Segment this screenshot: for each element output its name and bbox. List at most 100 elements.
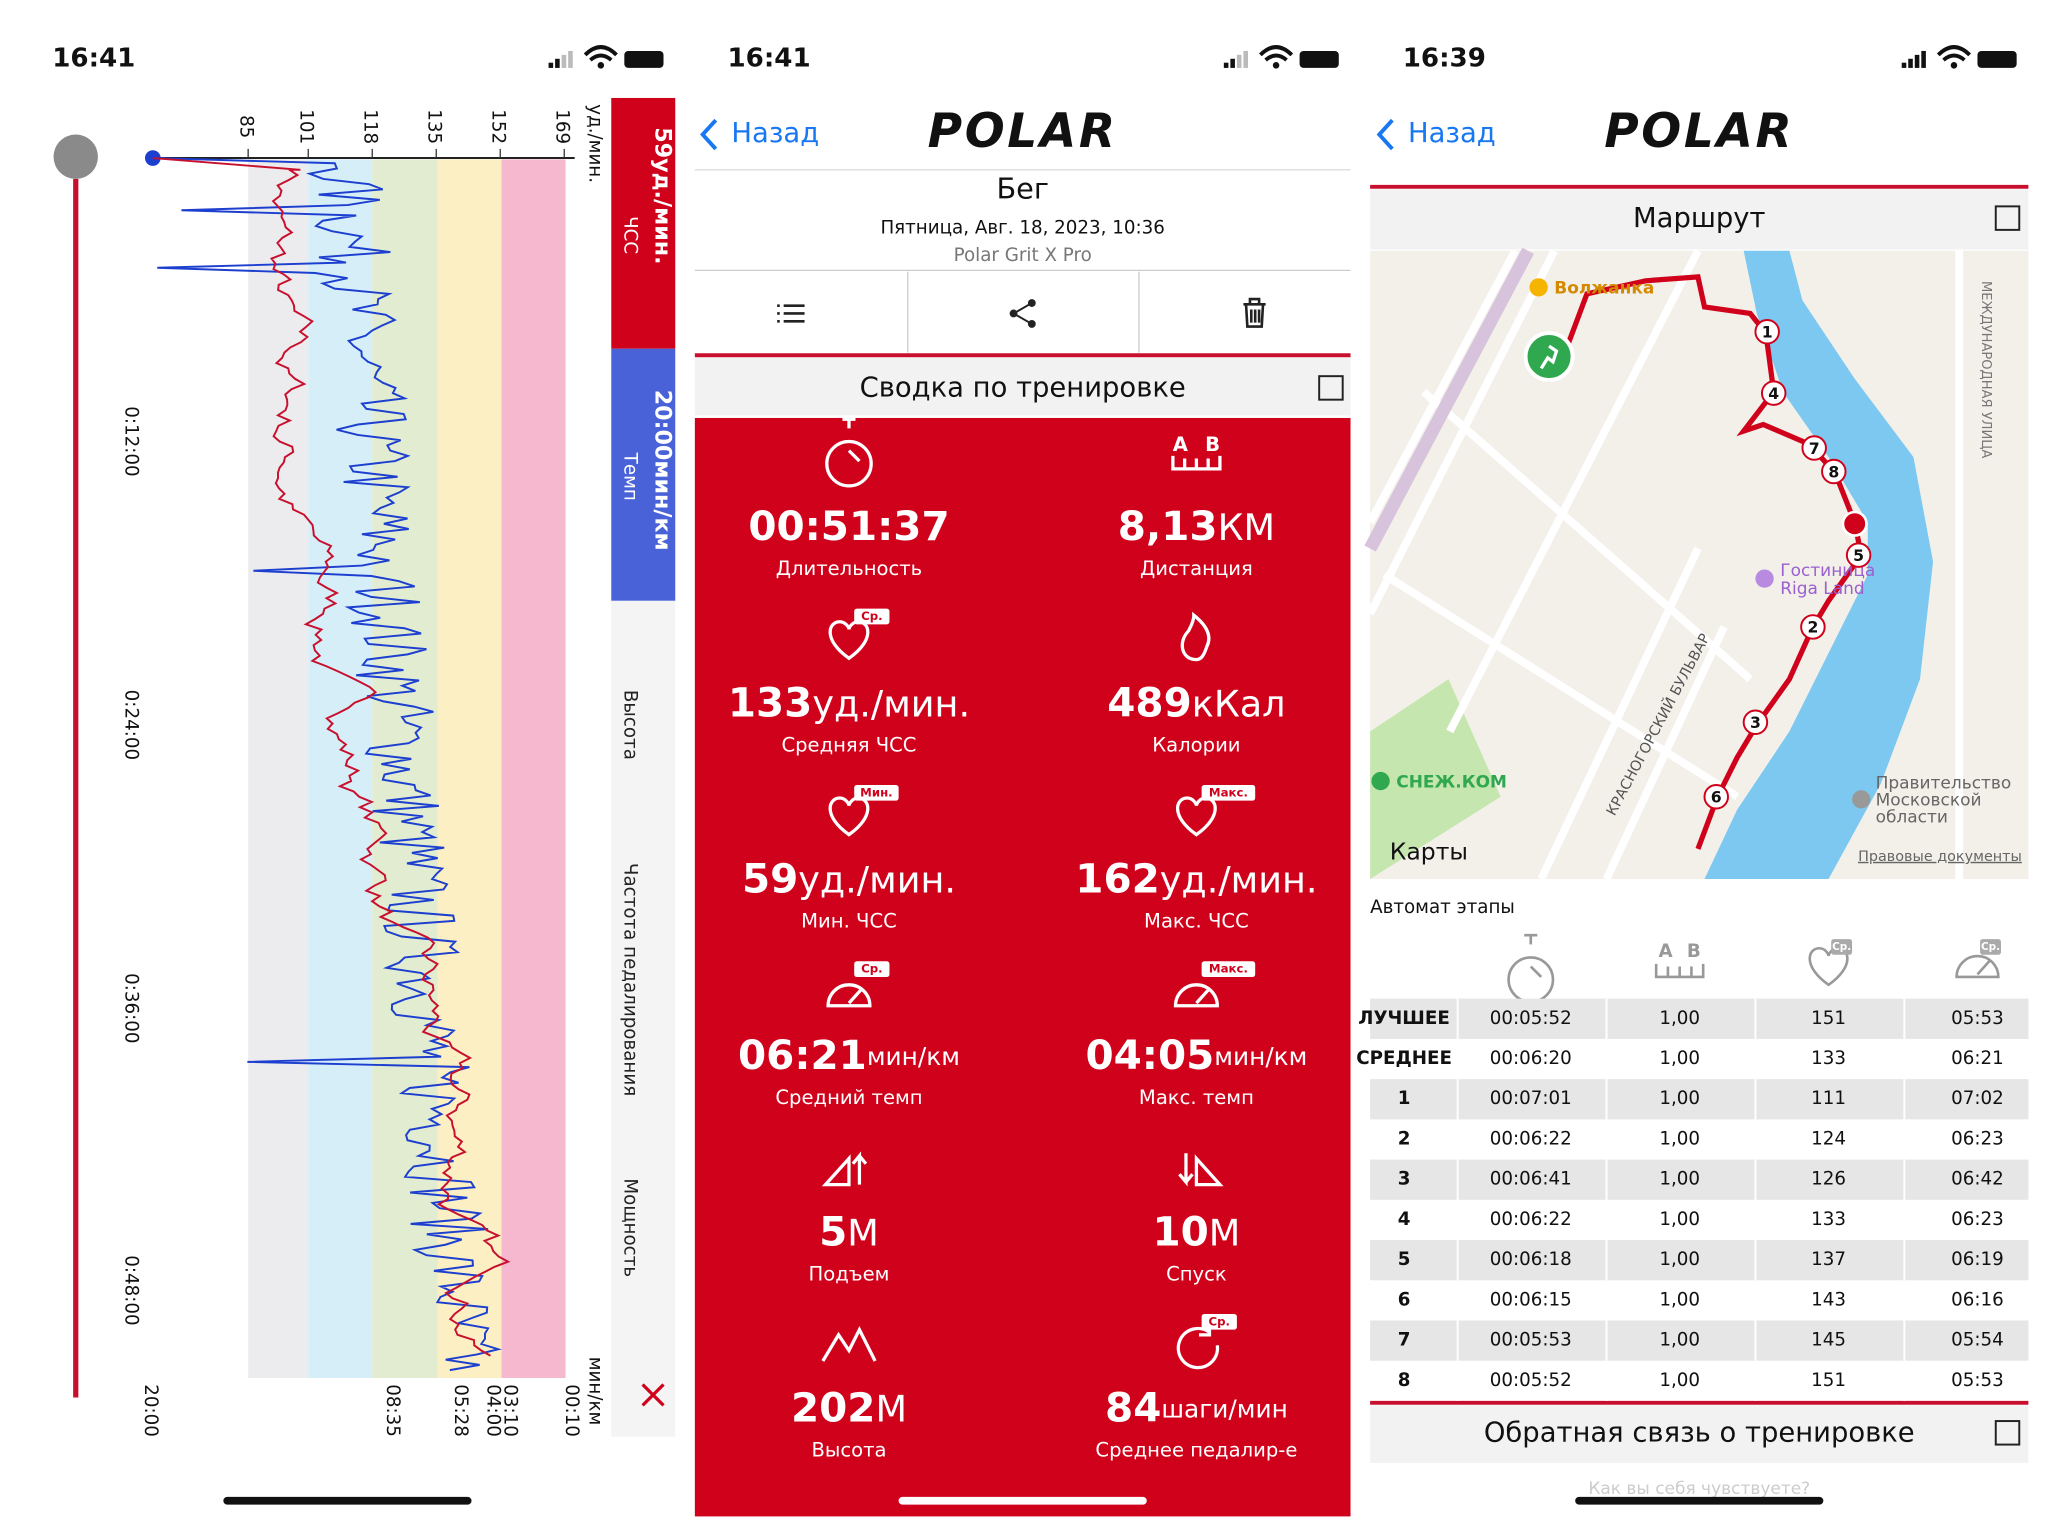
tab-label[interactable]: Высота (620, 690, 641, 760)
tab-label[interactable]: Частота педалирования (620, 863, 641, 1096)
stat-value: 59уд./мин. (742, 855, 956, 903)
back-button[interactable]: Назад (1408, 118, 1496, 149)
tab-hr[interactable] (611, 97, 676, 349)
pace-unit: мин/км (584, 1357, 605, 1426)
lap-row-bg (1370, 1240, 2029, 1281)
map-label: Волжанка (1554, 279, 1654, 299)
delete-icon[interactable] (1243, 297, 1266, 328)
stat-unit: уд./мин. (812, 682, 970, 725)
stat-value: 489кКал (1107, 678, 1285, 726)
lap-marker (1801, 435, 1827, 461)
summary-export-icon[interactable] (1994, 205, 2021, 231)
tab-label[interactable]: ЧСС (620, 216, 641, 254)
laps-badge: A B (1659, 941, 1701, 962)
back-chevron[interactable] (700, 118, 718, 151)
lap-label: 6 (1398, 1289, 1411, 1310)
home-indicator (1575, 1496, 1824, 1505)
hr-unit: уд./мин. (584, 104, 605, 183)
stat-icon (1180, 611, 1211, 662)
share-icon[interactable] (1009, 299, 1036, 328)
status-time: 16:41 (52, 43, 135, 73)
lap-cell: 1,00 (1659, 1249, 1700, 1270)
stat-label: Средний темп (775, 1086, 922, 1109)
lap-marker (1754, 319, 1780, 345)
stat-unit: мин/км (1214, 1042, 1307, 1071)
stat-value: 5М (819, 1207, 879, 1255)
laps-title: Автомат этапы (1370, 897, 1515, 918)
tab-others[interactable] (611, 600, 676, 1437)
pace-tick-label: 04:00 (482, 1384, 503, 1437)
stat-unit: М (875, 1387, 907, 1430)
lap-marker-label: 8 (1828, 462, 1839, 481)
lap-cell: 143 (1811, 1289, 1846, 1310)
stat-icon (821, 1325, 877, 1362)
stat-badge: Макс. (1209, 962, 1248, 976)
lap-cell: 06:19 (1951, 1249, 2004, 1270)
lap-row-bg (1370, 1079, 2029, 1120)
stat-number: 489 (1107, 678, 1191, 726)
lap-cell: 1,00 (1659, 1370, 1700, 1391)
tab-value[interactable]: 59уд./мин. (650, 127, 676, 264)
lap-cell: 133 (1811, 1048, 1846, 1069)
back-chevron[interactable] (1376, 118, 1394, 151)
time-slider-handle[interactable] (53, 134, 98, 179)
feedback-title: Обратная связь о тренировке (1484, 1418, 1915, 1449)
tab-label[interactable]: Темп (620, 452, 641, 501)
lap-marker (1742, 709, 1769, 736)
signal-bar (548, 62, 554, 68)
stat-unit: уд./мин. (798, 858, 956, 901)
tab-pace[interactable] (611, 348, 676, 601)
section-title: Маршрут (1633, 203, 1766, 234)
stat-label: Подъем (809, 1262, 890, 1285)
back-button[interactable]: Назад (731, 118, 819, 149)
status-time: 16:39 (1403, 43, 1486, 73)
lap-cell: 05:53 (1951, 1370, 2004, 1391)
summary-export-icon[interactable] (1994, 1420, 2021, 1446)
lap-cell: 06:16 (1951, 1289, 2004, 1310)
lap-cell: 00:06:41 (1490, 1169, 1572, 1190)
wifi-dot (597, 62, 605, 69)
signal-bar (561, 54, 567, 68)
section-header (1370, 189, 2029, 250)
lap-cell: 07:02 (1951, 1088, 2004, 1109)
signal-bar (555, 58, 560, 68)
battery (624, 50, 664, 68)
map-park (1370, 679, 1501, 880)
map-river (1704, 250, 1934, 880)
wifi-icon (1259, 45, 1294, 62)
lap-marker-label: 1 (1762, 323, 1773, 342)
lap-label: 3 (1398, 1169, 1411, 1190)
stat-value: 10М (1152, 1207, 1240, 1255)
lap-cell: 06:23 (1951, 1209, 2004, 1230)
lap-row-bg (1370, 1320, 2029, 1361)
section-title: Сводка по тренировке (860, 373, 1186, 404)
tab-label[interactable]: Мощность (620, 1178, 641, 1277)
laps-icon (1507, 933, 1555, 1004)
badge-bg (1831, 939, 1853, 955)
badge-bg (1201, 784, 1256, 801)
lap-cell: 145 (1811, 1330, 1846, 1351)
lap-cell: 05:54 (1951, 1330, 2004, 1351)
lap-marker-label: 7 (1809, 439, 1820, 458)
lap-marker (1845, 542, 1872, 568)
close-icon[interactable] (641, 1383, 665, 1407)
poi-icon (1755, 569, 1774, 588)
lap-marker-label: 4 (1768, 384, 1779, 403)
lap-cell: 05:53 (1951, 1008, 2004, 1029)
tab-value[interactable]: 20:00мин/км (650, 390, 676, 551)
stat-value: 04:05мин/км (1085, 1031, 1307, 1079)
lap-marker-label: 2 (1807, 618, 1818, 637)
stat-number: 84 (1105, 1384, 1161, 1432)
summary-export-icon[interactable] (1318, 375, 1344, 401)
pace-tick-label: 00:10 (561, 1384, 582, 1437)
stat-value: 00:51:37 (748, 502, 949, 550)
laps-icon (1955, 954, 2000, 979)
list-icon[interactable] (777, 304, 805, 323)
map-label: СНЕЖ.КОМ (1396, 772, 1507, 792)
stat-icon (1171, 455, 1222, 471)
signal-bar (1901, 62, 1907, 68)
stat-unit: М (1209, 1211, 1241, 1254)
stat-number: 162 (1075, 855, 1159, 903)
end-marker (1841, 510, 1868, 537)
